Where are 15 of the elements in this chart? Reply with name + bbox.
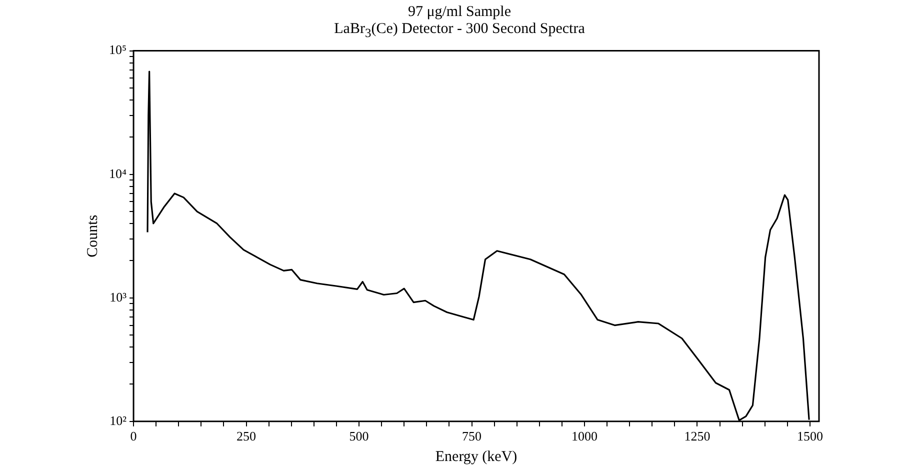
x-tick-label: 500 [349, 428, 369, 444]
x-tick-label: 1250 [684, 428, 710, 444]
chart-title: 97 μg/ml Sample [406, 4, 512, 21]
y-tick-label: 10⁴ [108, 166, 127, 181]
x-tick-label: 750 [462, 428, 482, 444]
x-tick-label: 1500 [796, 428, 823, 444]
y-tick-label: 10⁵ [108, 42, 127, 58]
y-axis-title: Counts [84, 214, 101, 258]
y-tick-label: 10² [110, 412, 127, 428]
x-tick-label: 1000 [572, 428, 598, 444]
chart-subtitle: LaBr$_{3}$(Ce) Detector - 300 Second Spectra [333, 21, 586, 42]
x-tick-label: 250 [236, 428, 256, 444]
x-tick-label: 0 [130, 428, 137, 444]
x-axis-title: Energy (keV) [435, 448, 518, 465]
y-tick-label: 10³ [110, 289, 127, 304]
